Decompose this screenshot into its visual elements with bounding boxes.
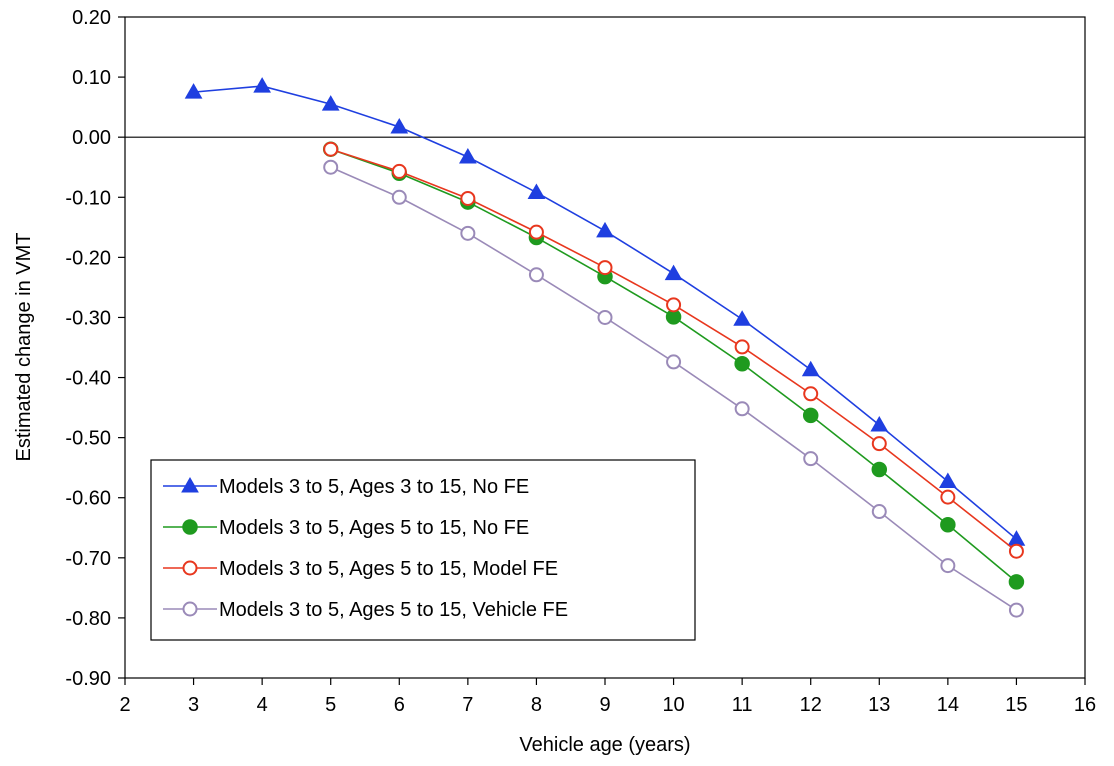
- data-point: [597, 309, 613, 325]
- data-point: [801, 360, 820, 377]
- data-point: [664, 264, 683, 281]
- x-axis-title: Vehicle age (years): [519, 734, 690, 756]
- legend-marker: [181, 476, 199, 493]
- legend-box: [150, 459, 696, 641]
- x-tick-label: 8: [531, 694, 542, 716]
- y-tick-label: -0.40: [65, 368, 111, 390]
- data-point: [390, 117, 409, 134]
- legend-label: Models 3 to 5, Ages 5 to 15, No FE: [219, 517, 529, 539]
- y-tick-label: -0.10: [65, 187, 111, 209]
- data-point: [323, 141, 339, 157]
- y-tick-label: -0.50: [65, 428, 111, 450]
- data-point: [391, 163, 407, 179]
- data-point: [1008, 602, 1024, 618]
- x-tick-label: 4: [257, 694, 268, 716]
- x-axis: 2 3 4 5 6 7 8 9 10 11 12 13 14 15 16: [119, 678, 1096, 716]
- data-point: [184, 83, 203, 99]
- x-tick-label: 7: [462, 694, 473, 716]
- series-3: [323, 141, 1024, 559]
- data-point: [803, 386, 819, 402]
- data-point: [528, 267, 544, 283]
- data-point: [321, 95, 340, 111]
- y-tick-label: -0.20: [65, 247, 111, 269]
- legend-label: Models 3 to 5, Ages 5 to 15, Vehicle FE: [219, 599, 568, 621]
- x-tick-label: 11: [732, 694, 753, 716]
- y-tick-label: -0.30: [65, 307, 111, 329]
- data-point: [527, 183, 546, 199]
- data-point: [803, 451, 819, 467]
- data-point: [938, 472, 957, 489]
- data-point: [458, 148, 477, 164]
- data-point: [323, 159, 339, 175]
- data-point: [940, 489, 956, 505]
- data-point: [528, 224, 544, 240]
- y-tick-label: 0.20: [72, 7, 111, 29]
- data-point: [391, 189, 407, 205]
- y-tick-label: 0.00: [72, 127, 111, 149]
- data-point: [871, 504, 887, 520]
- y-axis: 0.20 0.10 0.00 -0.10 -0.20 -0.30 -0.40 -0.50 -0.…: [65, 7, 125, 690]
- y-tick-label: -0.80: [65, 608, 111, 630]
- data-point: [1008, 543, 1024, 559]
- data-point: [253, 77, 272, 93]
- data-point: [940, 517, 956, 533]
- legend-marker: [182, 560, 198, 576]
- data-point: [734, 355, 750, 372]
- data-point: [871, 436, 887, 452]
- x-tick-label: 13: [868, 694, 890, 716]
- y-tick-label: -0.70: [65, 548, 111, 570]
- data-point: [596, 221, 614, 238]
- series-layer: [184, 77, 1026, 618]
- series-4: [323, 159, 1024, 618]
- data-point: [802, 407, 819, 424]
- data-point: [460, 190, 476, 206]
- series-1: [184, 77, 1026, 546]
- x-tick-label: 2: [119, 694, 130, 716]
- data-point: [871, 461, 888, 478]
- x-tick-label: 15: [1005, 694, 1027, 716]
- x-tick-label: 10: [662, 694, 684, 716]
- data-point: [1008, 574, 1025, 590]
- x-tick-label: 9: [599, 694, 610, 716]
- legend-marker: [182, 601, 198, 617]
- x-tick-label: 6: [394, 694, 405, 716]
- legend-label: Models 3 to 5, Ages 5 to 15, Model FE: [219, 558, 558, 580]
- legend: Models 3 to 5, Ages 3 to 15, No FE Models…: [150, 459, 696, 641]
- x-tick-label: 16: [1074, 694, 1096, 716]
- data-point: [734, 339, 750, 355]
- data-point: [597, 260, 613, 276]
- x-tick-label: 3: [188, 694, 199, 716]
- data-point: [666, 354, 682, 370]
- legend-label: Models 3 to 5, Ages 3 to 15, No FE: [219, 476, 529, 498]
- data-point: [460, 225, 476, 241]
- data-point: [734, 401, 750, 417]
- y-tick-label: -0.60: [65, 488, 111, 510]
- x-tick-label: 12: [800, 694, 822, 716]
- data-point: [940, 558, 956, 574]
- legend-marker: [182, 519, 198, 535]
- y-axis-title: Estimated change in VMT: [13, 233, 35, 462]
- y-tick-label: -0.90: [65, 668, 111, 690]
- data-point: [666, 297, 682, 313]
- x-tick-label: 14: [937, 694, 959, 716]
- data-point: [1007, 530, 1026, 546]
- data-point: [733, 310, 752, 326]
- x-tick-label: 5: [325, 694, 336, 716]
- data-point: [870, 416, 889, 432]
- y-tick-label: 0.10: [72, 67, 111, 89]
